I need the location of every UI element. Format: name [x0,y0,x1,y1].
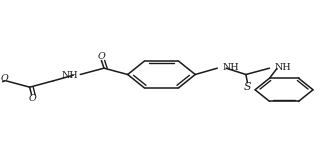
Text: NH: NH [62,72,79,80]
Text: O: O [98,52,105,61]
Text: O: O [1,74,8,83]
Text: NH: NH [274,63,291,72]
Text: NH: NH [222,63,239,72]
Text: S: S [244,82,251,92]
Text: O: O [29,94,36,103]
